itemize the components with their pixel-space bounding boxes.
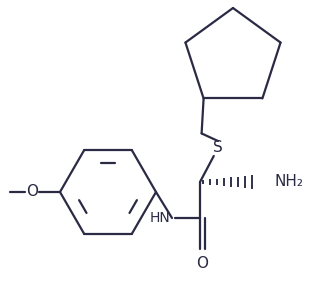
Text: O: O [196,256,208,271]
Text: S: S [213,140,223,155]
Text: O: O [26,185,38,200]
Text: HN: HN [150,211,170,225]
Text: NH₂: NH₂ [275,175,304,190]
